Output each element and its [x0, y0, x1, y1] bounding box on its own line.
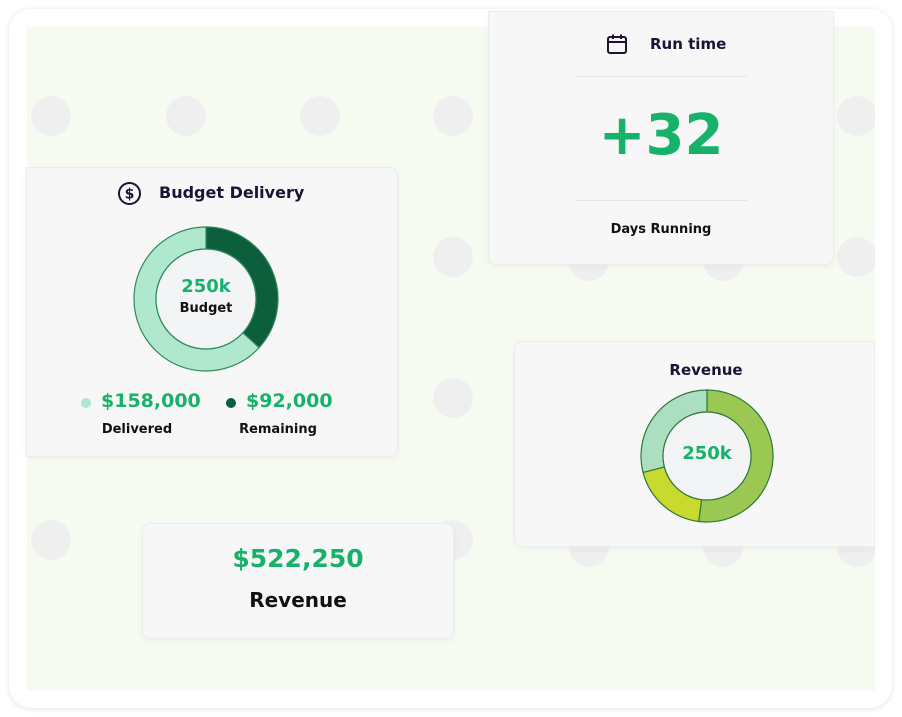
- runtime-card: Run time +32 Days Running: [489, 12, 833, 264]
- revenue-donut-hole: [662, 411, 752, 501]
- revenue-total-value: $522,250: [232, 544, 364, 573]
- runtime-label: Days Running: [610, 222, 712, 237]
- budget-center-value: 250k: [181, 276, 231, 297]
- runtime-title: Run time: [650, 35, 727, 53]
- calendar-icon: [607, 34, 627, 54]
- remaining-legend-dot: [226, 398, 236, 408]
- runtime-value: +32: [598, 103, 724, 168]
- delivered-legend-dot: [81, 398, 91, 408]
- delivered-value: $158,000: [101, 390, 201, 412]
- revenue-donut-chart: [640, 389, 774, 523]
- budget-delivery-card: $ Budget Delivery 250k Budget $158,000 D…: [27, 168, 397, 456]
- remaining-label: Remaining: [239, 422, 317, 437]
- budget-donut-chart: [133, 226, 279, 372]
- revenue-center-value: 250k: [682, 443, 732, 464]
- revenue-chart-title: Revenue: [669, 361, 743, 379]
- dollar-circle-icon: $: [118, 182, 141, 205]
- delivered-label: Delivered: [101, 422, 173, 437]
- revenue-total-label: Revenue: [249, 588, 347, 612]
- budget-title: Budget Delivery: [159, 183, 305, 202]
- divider: [575, 76, 747, 77]
- remaining-value: $92,000: [246, 390, 333, 412]
- revenue-total-card: $522,250 Revenue: [143, 524, 453, 638]
- divider: [575, 200, 747, 201]
- svg-text:$: $: [125, 187, 135, 203]
- budget-donut-hole: [155, 248, 257, 350]
- revenue-chart-card: Revenue 250k: [515, 342, 874, 546]
- budget-center-label: Budget: [179, 301, 233, 316]
